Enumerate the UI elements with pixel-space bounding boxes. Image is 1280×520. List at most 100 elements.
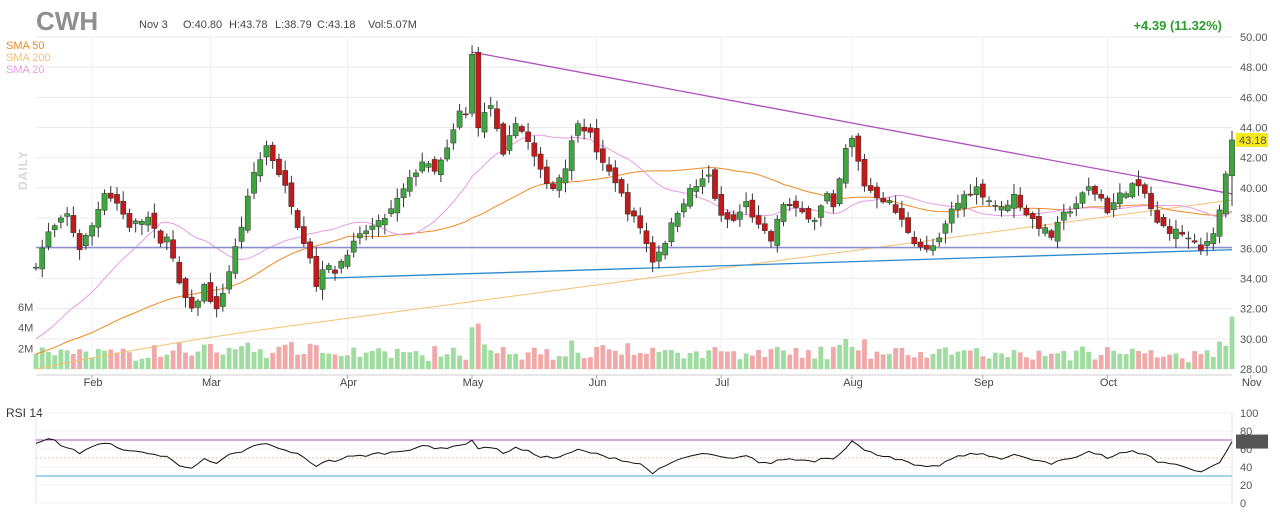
volume-bar [1217,341,1222,369]
candle-body [76,233,83,251]
volume-bar [774,346,780,369]
volume-bar [781,350,786,369]
candle-body [886,200,893,203]
candle-body [587,127,594,133]
candle-body [188,296,195,309]
legend-sma-200: SMA 200 [6,52,51,64]
candlesticks [33,45,1235,318]
candle-body [469,53,475,114]
candle-body [1166,226,1173,234]
volume-bar [886,354,892,369]
candle-body [388,208,394,214]
candle-body [998,206,1005,211]
rsi-tick-label: 20 [1240,480,1252,492]
candle-body [481,112,488,133]
volume-bar [563,356,568,369]
candle-body [313,255,320,287]
candle-body [581,126,588,132]
volume-bar [749,355,755,369]
candle-body [1004,204,1011,211]
candle-body [1210,233,1217,245]
volume-bar [799,357,805,369]
candle-body [95,209,102,228]
volume-bar [1223,345,1229,369]
volume-bar [911,357,917,369]
volume-bar [183,352,188,369]
candle-body [487,105,494,109]
candle-body [126,213,133,228]
volume-bar [943,347,948,369]
candle-body [51,225,58,230]
volume-bar [1024,357,1029,369]
price-tick-label: 42.00 [1240,153,1268,165]
volume-bars [33,316,1235,369]
candle-body [687,188,693,207]
volume-bar [382,351,388,369]
candle-body [213,296,220,310]
candle-body [89,225,95,237]
candle-body [1222,173,1229,215]
volume-bar [114,352,120,369]
volume-bar [849,346,855,369]
candle-body [1060,211,1067,221]
candle-body [1048,230,1055,238]
candle-body [101,193,108,211]
close-value: C:43.18 [317,19,356,31]
candle-body [1229,139,1235,177]
volume-bar [538,354,543,369]
candle-body [369,225,376,230]
volume-bar [768,349,774,369]
volume-bar [513,353,519,369]
candle-body [606,164,612,172]
candle-body [556,177,563,191]
volume-bar [824,359,830,369]
volume-bar [843,338,849,369]
volume-bar [569,340,575,369]
volume-bar [712,347,718,369]
volume-bar [432,346,438,369]
volume-bar [444,354,450,369]
volume-bar [1161,356,1166,369]
price-tick-label: 36.00 [1240,243,1268,255]
rsi-label: RSI 14 [6,406,43,420]
price-tick-label: 46.00 [1240,92,1268,104]
volume-bar [282,344,288,369]
month-label: Feb [84,377,103,389]
volume-bar [1185,362,1191,369]
volume-bar [731,351,737,369]
candle-body [737,211,743,220]
volume-bar [351,347,357,369]
candle-body [163,236,170,243]
volume-bar [89,357,95,369]
candle-body [724,212,731,220]
volume-bar [133,360,139,369]
candle-body [992,205,999,207]
candle-body [344,254,351,267]
candle-body [712,169,718,199]
candle-body [1029,213,1036,219]
candle-body [618,179,625,194]
volume-bar [855,350,861,369]
volume-bar [1042,355,1048,369]
candle-body [656,251,662,262]
volume-bar [949,354,955,369]
month-label: Jun [589,377,607,389]
volume-bar [482,344,487,369]
volume-bar [301,354,307,369]
rsi-line [35,438,1233,475]
volume-bar [413,351,419,369]
volume-bar [693,351,699,369]
candle-body [531,142,538,157]
candle-body [662,243,668,256]
candle-body [786,204,793,207]
candle-body [1191,240,1198,243]
volume-bar [675,352,681,369]
volume-bar [376,348,382,369]
candle-body [612,167,619,184]
sma-50-line [35,166,1233,355]
candle-body [276,158,282,176]
candle-body [475,51,482,129]
volume-bar [637,352,643,369]
